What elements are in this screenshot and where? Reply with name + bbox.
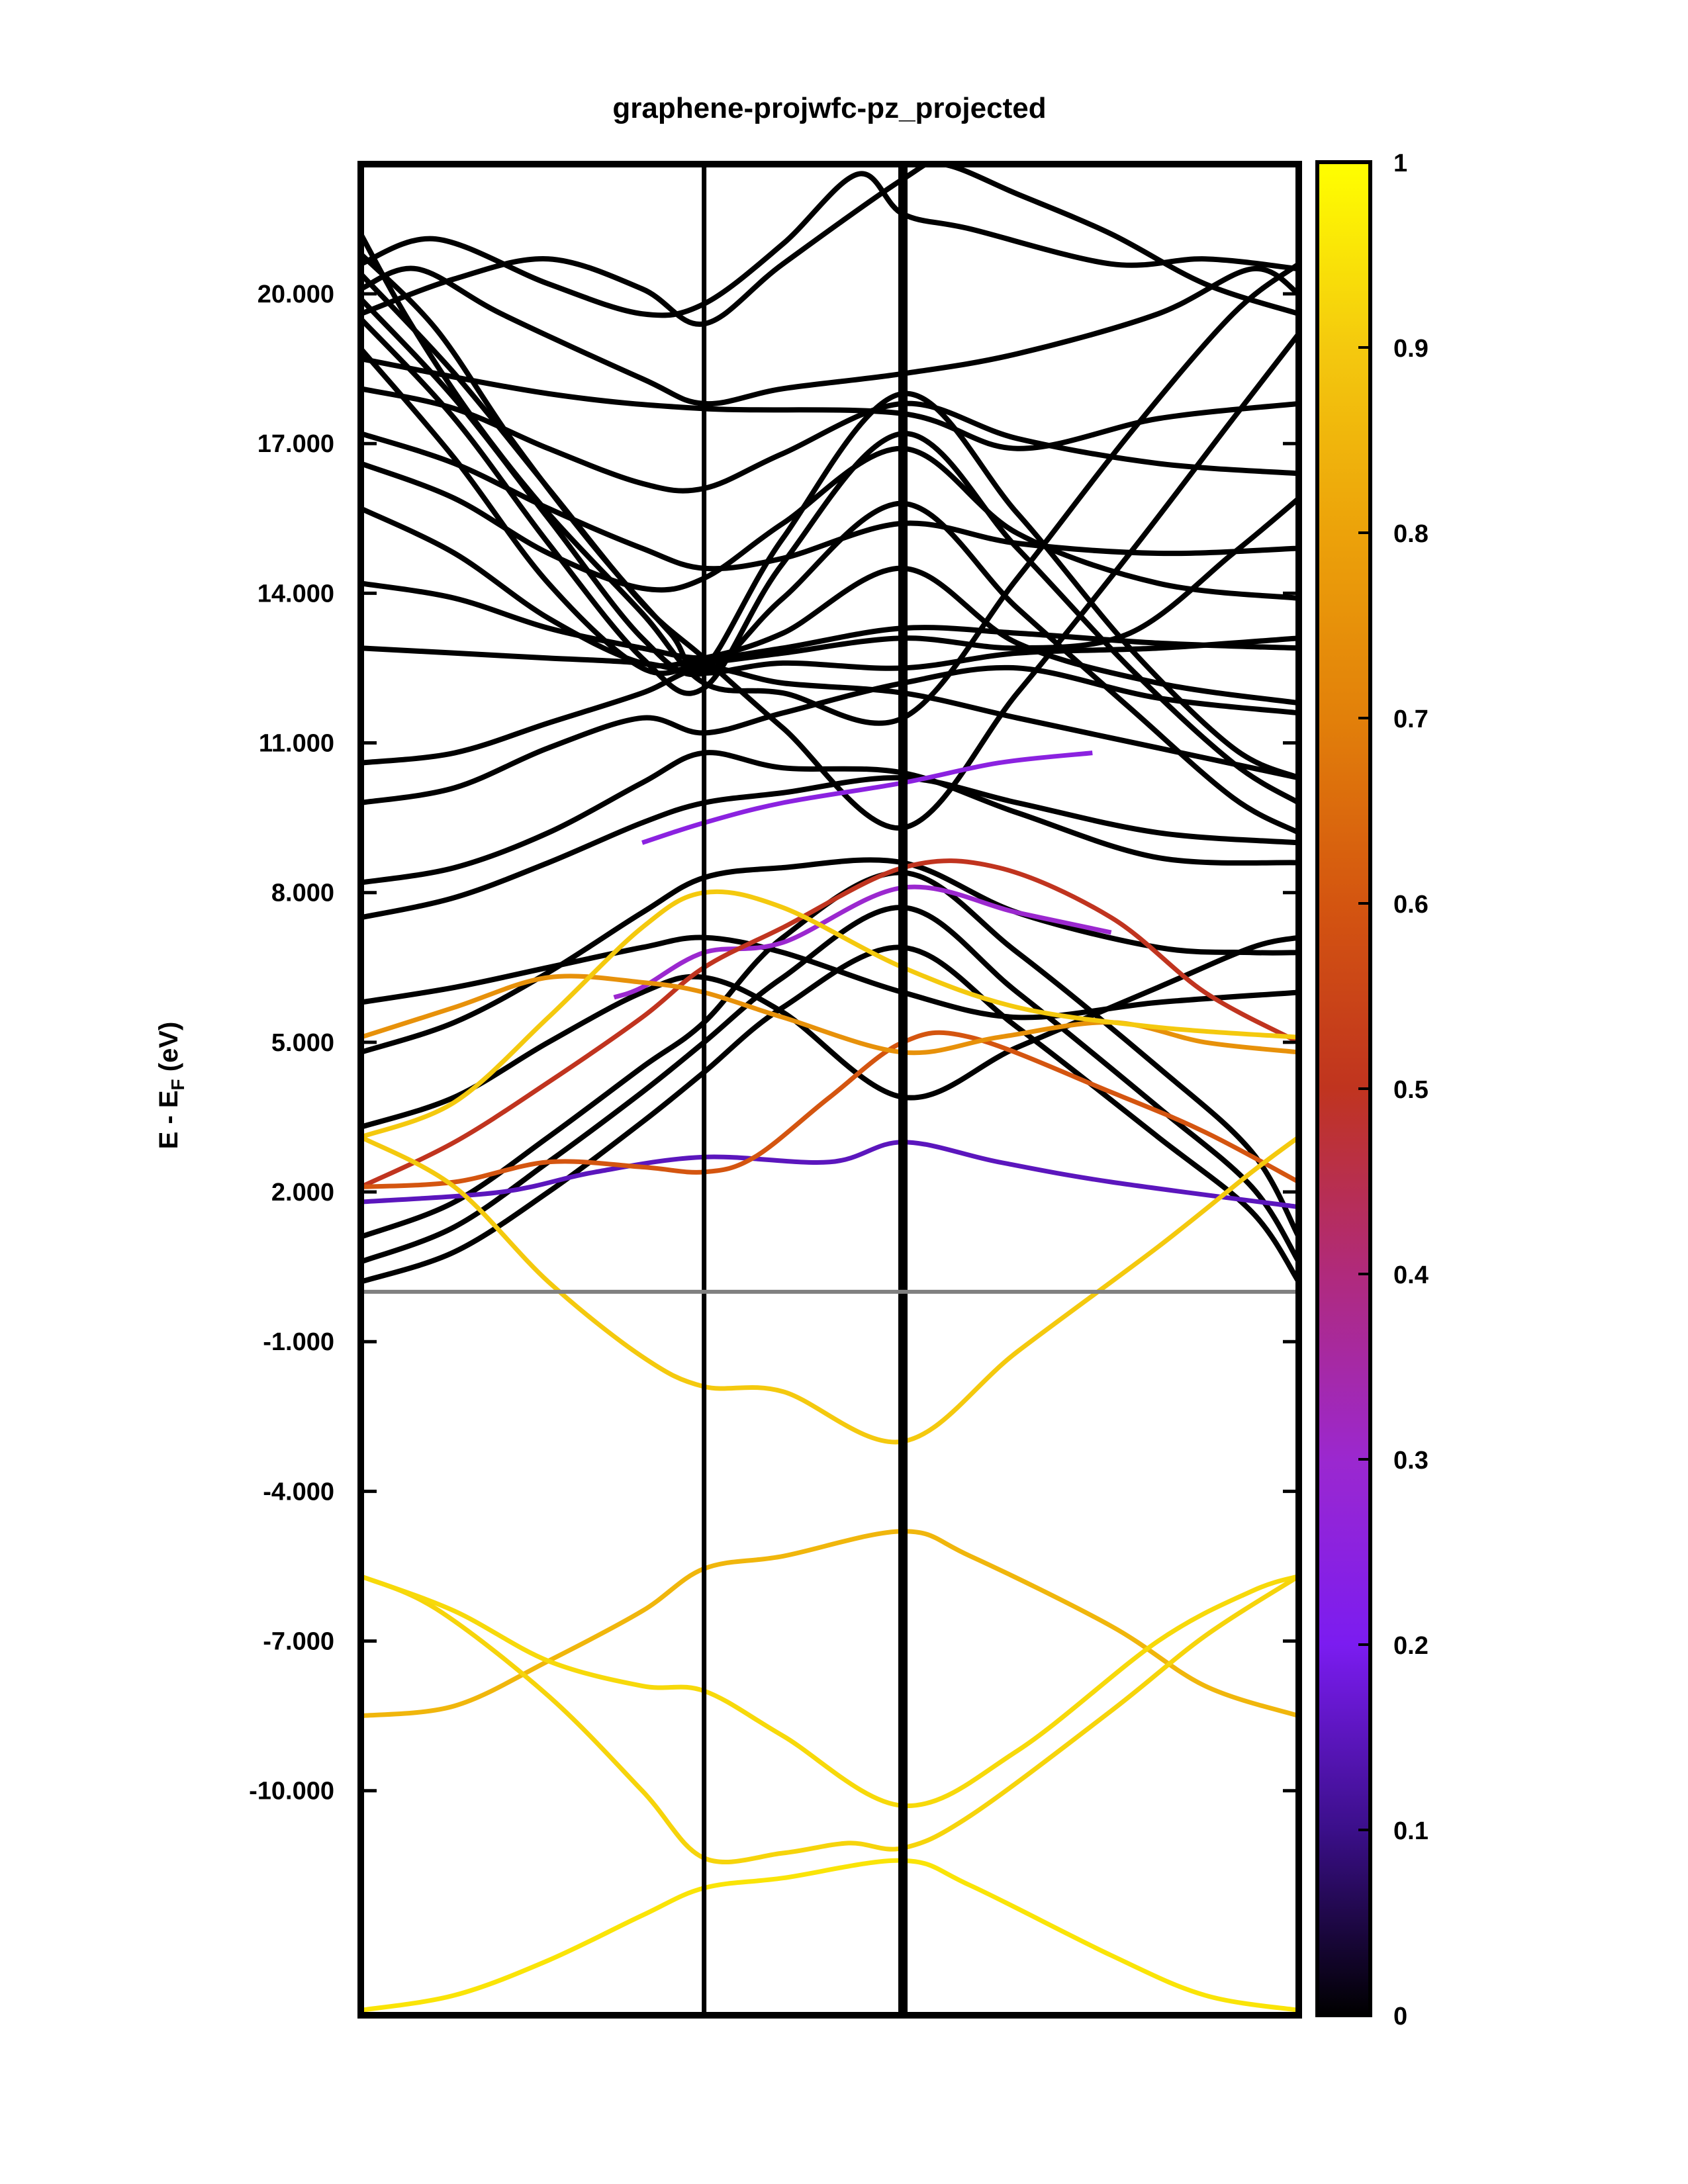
band-line-33 — [361, 580, 1299, 661]
colorbar-tick-label: 0.1 — [1393, 1817, 1429, 1845]
band-line-6 — [361, 1030, 1299, 1189]
band-line-37 — [361, 934, 1299, 1021]
band-line-11 — [641, 751, 1093, 845]
band-line-21 — [361, 386, 1299, 494]
colorbar-tick-label: 0.4 — [1393, 1261, 1429, 1289]
band-line-17 — [361, 750, 1299, 886]
band-line-25 — [361, 356, 1299, 451]
y-axis-label: E - EF (eV) — [154, 1022, 188, 1150]
band-lines — [361, 164, 1299, 2013]
chart-title: graphene-projwfc-pz_projected — [612, 92, 1046, 124]
y-tick-label: 14.000 — [258, 580, 334, 608]
band-line-31 — [361, 347, 1299, 676]
kpoint-separators — [702, 164, 908, 2015]
band-line-19 — [361, 506, 1299, 706]
colorbar-tick-label: 0.7 — [1393, 705, 1429, 733]
band-line-18 — [361, 665, 1299, 781]
band-line-22 — [361, 265, 1299, 407]
colorbar-tick-label: 0.2 — [1393, 1632, 1429, 1660]
band-line-13 — [361, 905, 1299, 1265]
colorbar-tick-label: 0 — [1393, 2003, 1407, 2030]
colorbar-tick-label: 0.9 — [1393, 335, 1429, 363]
colorbar-tick-label: 0.5 — [1393, 1076, 1429, 1104]
band-line-23 — [361, 171, 1299, 318]
band-line-9 — [361, 1140, 1299, 1210]
y-tick-label: -1.000 — [263, 1328, 334, 1356]
band-line-29 — [361, 296, 1299, 835]
band-line-35 — [361, 664, 1299, 805]
colorbar-ticks: 1 0.9 0.8 0.7 0.6 0.5 0.4 0.3 0.2 0.1 0 — [1358, 150, 1429, 2030]
band-line-34 — [361, 635, 1299, 676]
band-line-30 — [361, 316, 1299, 805]
colorbar-tick-label: 0.3 — [1393, 1447, 1429, 1475]
y-tick-label: 20.000 — [258, 281, 334, 308]
y-tick-label: 8.000 — [271, 880, 334, 907]
band-line-2 — [361, 1574, 1299, 1809]
band-line-3 — [361, 1529, 1299, 1719]
band-line-16 — [361, 857, 1299, 1055]
y-tick-label: 5.000 — [271, 1029, 334, 1057]
band-line-32 — [361, 431, 1299, 572]
band-line-12 — [361, 944, 1299, 1285]
y-tick-label: -10.000 — [249, 1778, 334, 1805]
colorbar-tick-label: 0.6 — [1393, 891, 1429, 919]
y-axis-ticks: 20.000 17.000 14.000 11.000 8.000 5.000 2.000 -… — [249, 281, 1299, 1805]
band-line-7 — [361, 858, 1299, 1189]
y-tick-label: 17.000 — [258, 430, 334, 458]
band-line-0 — [361, 1858, 1299, 2013]
y-tick-label: 11.000 — [259, 730, 334, 758]
colorbar-tick-label: 0.8 — [1393, 520, 1429, 548]
band-line-14 — [361, 870, 1299, 1240]
band-line-10 — [613, 884, 1112, 1000]
band-line-36 — [361, 775, 1299, 921]
y-tick-label: -4.000 — [263, 1478, 334, 1506]
colorbar-tick-label: 1 — [1393, 150, 1407, 177]
y-tick-label: 2.000 — [271, 1179, 334, 1206]
y-tick-label: -7.000 — [263, 1628, 334, 1656]
band-line-28 — [361, 272, 1299, 831]
plot-frame — [357, 161, 1302, 2019]
band-line-1 — [361, 1574, 1299, 1864]
band-line-4 — [361, 1135, 1299, 1445]
band-line-5 — [361, 889, 1299, 1140]
band-line-24 — [361, 164, 1299, 327]
